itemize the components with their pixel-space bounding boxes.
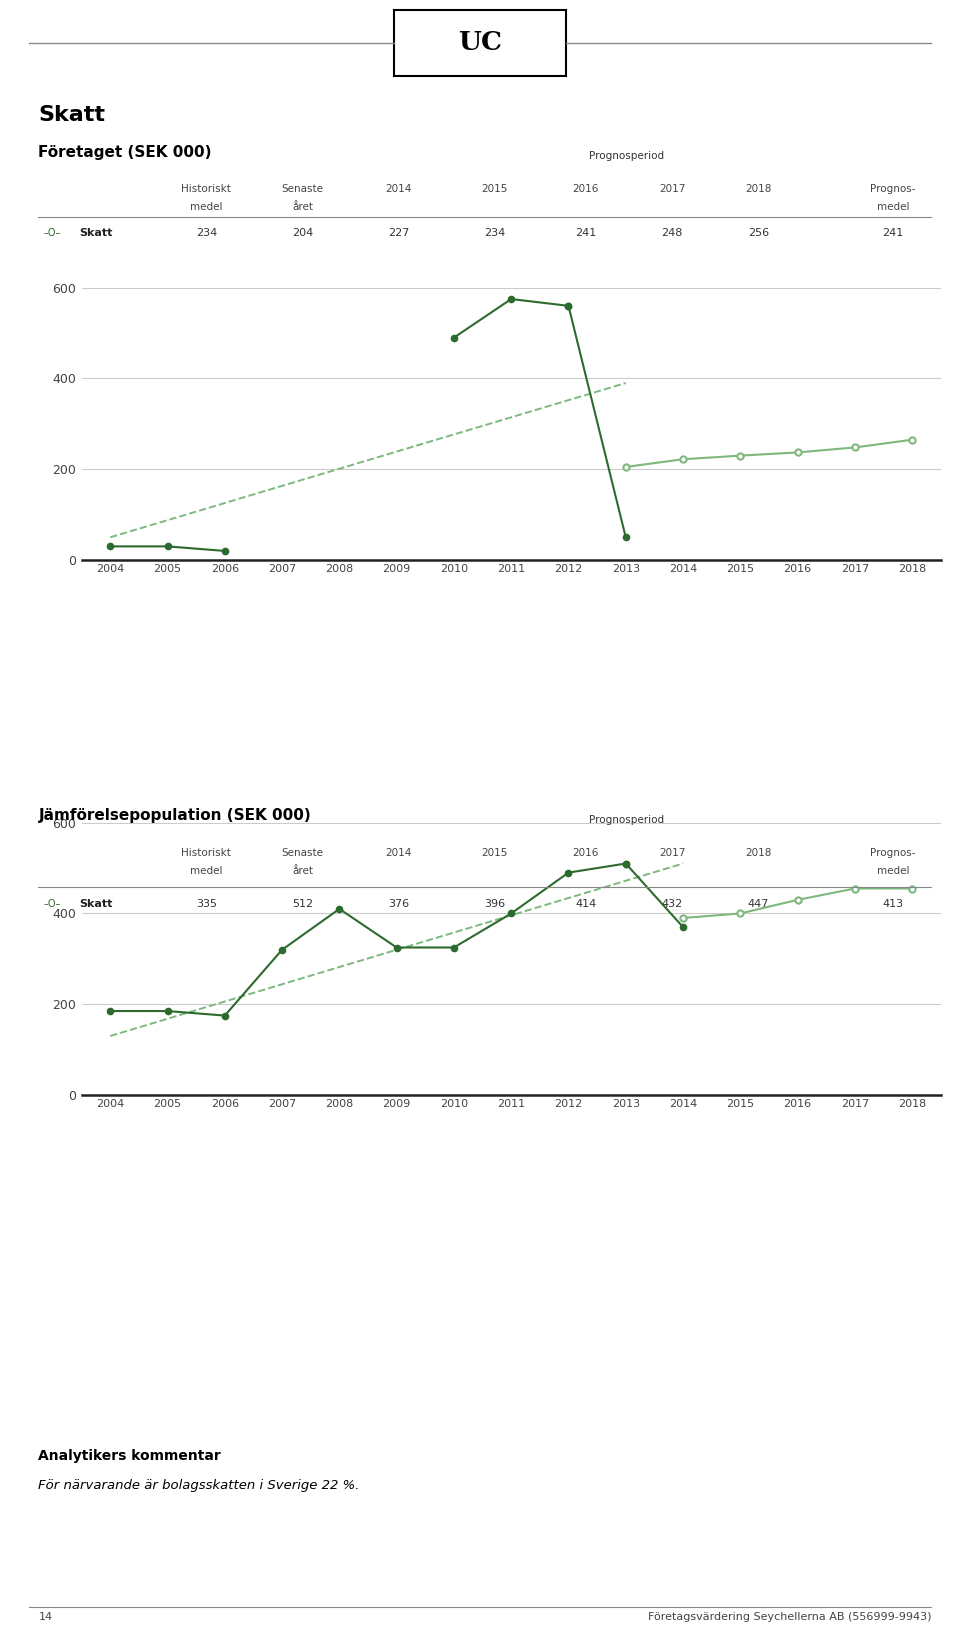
Text: Skatt: Skatt bbox=[80, 228, 113, 238]
Text: UC: UC bbox=[458, 30, 502, 56]
Text: Prognosperiod: Prognosperiod bbox=[588, 815, 664, 825]
Text: Jämförelsepopulation (SEK 000): Jämförelsepopulation (SEK 000) bbox=[38, 808, 311, 823]
Text: 241: 241 bbox=[575, 228, 596, 238]
Text: 2017: 2017 bbox=[659, 848, 685, 858]
Text: 335: 335 bbox=[196, 899, 217, 909]
Text: Skatt: Skatt bbox=[80, 899, 113, 909]
Text: 512: 512 bbox=[292, 899, 313, 909]
Text: 2018: 2018 bbox=[745, 848, 772, 858]
Text: 447: 447 bbox=[748, 899, 769, 909]
Text: 2015: 2015 bbox=[481, 184, 508, 194]
Text: 2018: 2018 bbox=[745, 184, 772, 194]
Text: 2016: 2016 bbox=[572, 184, 599, 194]
Text: 2015: 2015 bbox=[481, 848, 508, 858]
Text: –O–: –O– bbox=[43, 899, 60, 909]
Text: Analytikers kommentar: Analytikers kommentar bbox=[38, 1449, 221, 1464]
Text: 14: 14 bbox=[38, 1612, 53, 1622]
Text: 256: 256 bbox=[748, 228, 769, 238]
Text: året: året bbox=[292, 866, 313, 876]
Text: 2014: 2014 bbox=[385, 184, 412, 194]
Text: 376: 376 bbox=[388, 899, 409, 909]
Text: 2017: 2017 bbox=[659, 184, 685, 194]
Text: Prognos-: Prognos- bbox=[870, 848, 916, 858]
Text: 432: 432 bbox=[661, 899, 683, 909]
Text: 248: 248 bbox=[661, 228, 683, 238]
Text: 2016: 2016 bbox=[572, 848, 599, 858]
Text: 413: 413 bbox=[882, 899, 903, 909]
Text: 2014: 2014 bbox=[385, 848, 412, 858]
Text: Prognosperiod: Prognosperiod bbox=[588, 151, 664, 161]
Text: 227: 227 bbox=[388, 228, 409, 238]
Text: För närvarande är bolagsskatten i Sverige 22 %.: För närvarande är bolagsskatten i Sverig… bbox=[38, 1479, 360, 1492]
Text: medel: medel bbox=[190, 866, 223, 876]
Text: Företagsvärdering Seychellerna AB (556999-9943): Företagsvärdering Seychellerna AB (55699… bbox=[648, 1612, 931, 1622]
Text: Senaste: Senaste bbox=[281, 184, 324, 194]
Text: Skatt: Skatt bbox=[38, 105, 106, 125]
Text: medel: medel bbox=[190, 202, 223, 212]
Text: året: året bbox=[292, 202, 313, 212]
Text: 241: 241 bbox=[882, 228, 903, 238]
Text: –O–: –O– bbox=[43, 228, 60, 238]
Text: 204: 204 bbox=[292, 228, 313, 238]
Text: medel: medel bbox=[876, 866, 909, 876]
Text: Senaste: Senaste bbox=[281, 848, 324, 858]
Text: 234: 234 bbox=[484, 228, 505, 238]
Text: Historiskt: Historiskt bbox=[181, 184, 231, 194]
Text: 234: 234 bbox=[196, 228, 217, 238]
Text: 396: 396 bbox=[484, 899, 505, 909]
Text: Historiskt: Historiskt bbox=[181, 848, 231, 858]
Text: 414: 414 bbox=[575, 899, 596, 909]
Text: medel: medel bbox=[876, 202, 909, 212]
Text: Prognos-: Prognos- bbox=[870, 184, 916, 194]
Text: Företaget (SEK 000): Företaget (SEK 000) bbox=[38, 145, 212, 159]
